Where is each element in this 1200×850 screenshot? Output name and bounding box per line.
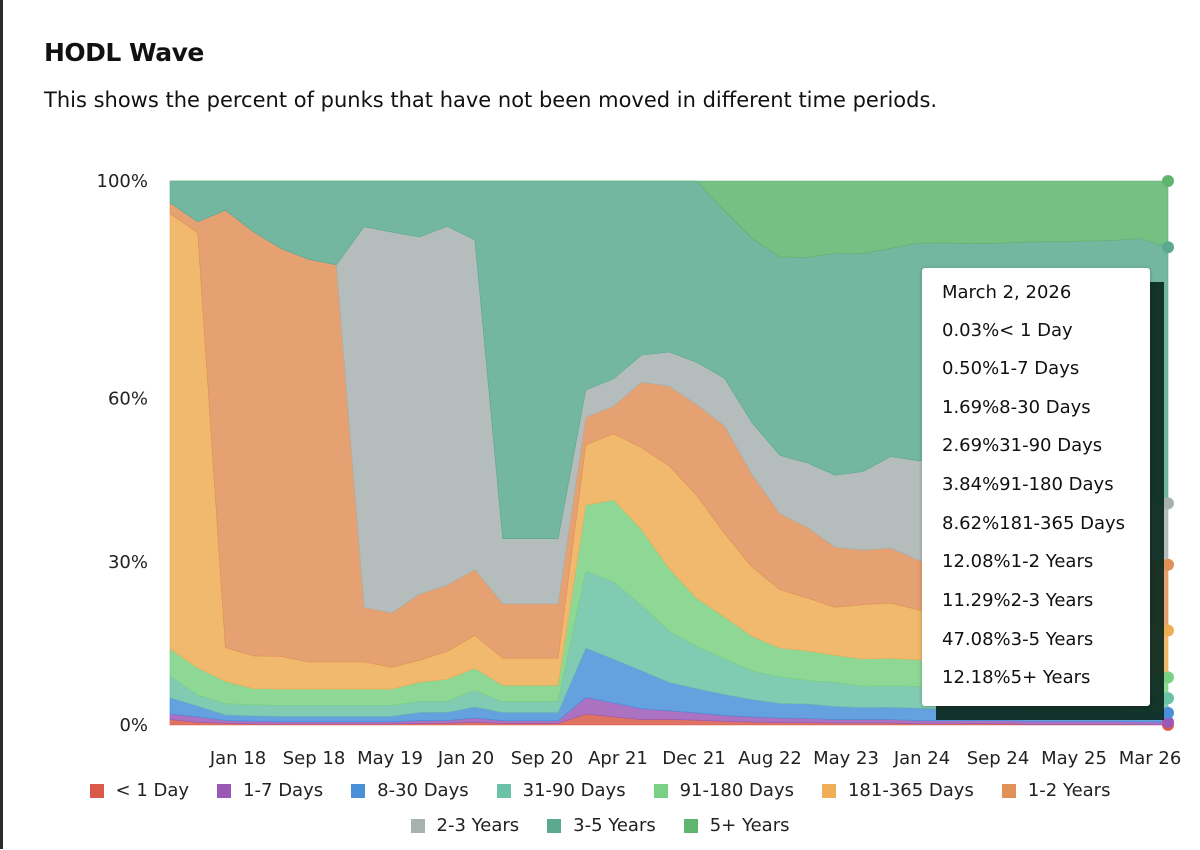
x-tick-label: Jan 20	[437, 748, 494, 769]
legend-swatch	[217, 783, 232, 798]
legend-swatch	[547, 818, 562, 833]
legend-item[interactable]: 5+ Years	[683, 815, 790, 836]
legend-item[interactable]: 1-7 Days	[217, 780, 323, 801]
legend-label: 1-2 Years	[1027, 780, 1111, 801]
legend-label: 5+ Years	[709, 815, 790, 836]
chart-subtitle: This shows the percent of punks that hav…	[44, 88, 938, 112]
legend-row: < 1 Day 1-7 Days 8-30 Days 31-90 Days 91-180…	[0, 780, 1200, 801]
legend-swatch	[653, 783, 668, 798]
tooltip-line: 12.18%5+ Years	[942, 667, 1091, 688]
x-tick-label: Aug 22	[738, 748, 802, 769]
chart-legend: < 1 Day 1-7 Days 8-30 Days 31-90 Days 91-180…	[0, 780, 1200, 850]
legend-swatch	[410, 818, 425, 833]
legend-item[interactable]: 31-90 Days	[496, 780, 626, 801]
hover-tooltip: March 2, 2026 0.03%< 1 Day 0.50%1-7 Days…	[922, 268, 1150, 706]
tooltip-line: 8.62%181-365 Days	[942, 513, 1126, 534]
end-point-marker	[1162, 624, 1174, 637]
end-point-marker	[1162, 671, 1174, 684]
legend-label: 3-5 Years	[573, 815, 656, 836]
end-point-marker	[1162, 558, 1174, 571]
end-point-marker	[1162, 497, 1174, 510]
legend-item[interactable]: 8-30 Days	[351, 780, 469, 801]
end-point-marker	[1162, 241, 1174, 254]
tooltip-line: 0.03%< 1 Day	[942, 320, 1073, 341]
x-tick-label: Sep 24	[967, 748, 1030, 769]
area-5-years[interactable]	[170, 180, 1169, 258]
legend-item[interactable]: 1-2 Years	[1001, 780, 1111, 801]
end-point-marker	[1162, 706, 1174, 719]
tooltip-line: 0.50%1-7 Days	[942, 358, 1080, 379]
tooltip-line: 12.08%1-2 Years	[942, 551, 1094, 572]
x-tick-label: May 19	[357, 748, 423, 769]
legend-label: 91-180 Days	[679, 780, 794, 801]
x-tick-label: Jan 24	[893, 748, 950, 769]
tooltip-line: 11.29%2-3 Years	[942, 590, 1094, 611]
x-tick-label: Mar 26	[1119, 748, 1182, 769]
legend-label: 1-7 Days	[243, 780, 324, 801]
legend-swatch	[496, 783, 511, 798]
y-tick-label: 0%	[119, 715, 148, 736]
y-tick-label: 30%	[108, 552, 148, 573]
x-tick-label: Sep 18	[283, 748, 346, 769]
x-tick-label: Sep 20	[511, 748, 574, 769]
left-border	[0, 0, 3, 849]
end-point-marker	[1162, 716, 1174, 729]
legend-item[interactable]: 2-3 Years	[410, 815, 520, 836]
legend-swatch	[351, 783, 366, 798]
x-tick-label: Apr 21	[588, 748, 648, 769]
tooltip-line: 1.69%8-30 Days	[942, 397, 1091, 418]
legend-label: < 1 Day	[115, 780, 190, 801]
legend-row: 2-3 Years 3-5 Years 5+ Years	[0, 815, 1200, 836]
legend-label: 181-365 Days	[847, 780, 974, 801]
y-tick-label: 100%	[97, 171, 148, 192]
x-tick-label: May 23	[813, 748, 879, 769]
end-point-marker	[1162, 692, 1174, 705]
legend-label: 31-90 Days	[522, 780, 626, 801]
legend-swatch	[683, 818, 698, 833]
legend-swatch	[1001, 783, 1016, 798]
tooltip-date: March 2, 2026	[942, 282, 1072, 303]
x-tick-label: Jan 18	[209, 748, 266, 769]
legend-item[interactable]: 181-365 Days	[821, 780, 974, 801]
tooltip-line: 3.84%91-180 Days	[942, 474, 1114, 495]
legend-item[interactable]: < 1 Day	[89, 780, 190, 801]
legend-swatch	[821, 783, 836, 798]
y-tick-label: 60%	[108, 389, 148, 410]
legend-item[interactable]: 91-180 Days	[653, 780, 794, 801]
legend-label: 2-3 Years	[436, 815, 520, 836]
x-tick-label: May 25	[1041, 748, 1107, 769]
legend-swatch	[89, 783, 104, 798]
chart-title: HODL Wave	[44, 38, 204, 67]
legend-label: 8-30 Days	[377, 780, 469, 801]
legend-item[interactable]: 3-5 Years	[547, 815, 656, 836]
tooltip-line: 2.69%31-90 Days	[942, 435, 1103, 456]
x-tick-label: Dec 21	[662, 748, 725, 769]
end-point-marker	[1162, 175, 1174, 187]
tooltip-line: 47.08%3-5 Years	[942, 629, 1094, 650]
